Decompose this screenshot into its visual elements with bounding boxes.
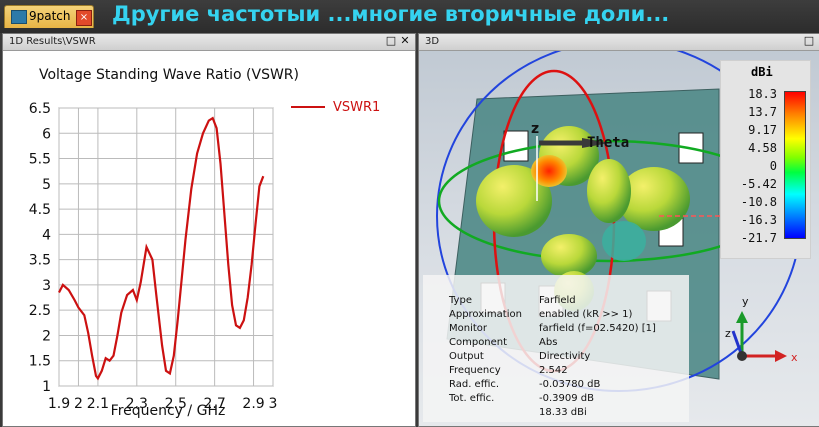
legend-label: VSWR1 [333, 100, 380, 115]
view3d-title: 3D [425, 36, 440, 47]
view3d-titlebar: 3D □ [419, 34, 819, 51]
info-value: Farfield [539, 295, 576, 306]
info-value: -0.3909 dB [539, 393, 594, 404]
info-value: farfield (f=02.5420) [1] [539, 323, 656, 334]
chart-ticks: 11.522.533.544.555.566.51.9 2 2.1 2.3 2.5 2.7… [29, 101, 278, 412]
scale-value: 9.17 [748, 123, 777, 137]
coordinate-triad: z x y [725, 295, 798, 364]
info-label: Monitor [449, 323, 488, 334]
x-tick-label: 2.5 [165, 396, 187, 412]
x-tick-label: 2 [74, 396, 83, 412]
scale-value: -21.7 [740, 231, 777, 245]
info-label: Approximation [449, 309, 522, 320]
farfield-info-box: Type Farfield Approximation enabled (kR … [423, 275, 689, 422]
tab-9patch[interactable]: 9patch × [4, 5, 94, 28]
x-tick-label: 2.9 [242, 396, 264, 412]
scale-value: -16.3 [740, 213, 777, 227]
y-tick-label: 1.5 [29, 354, 51, 370]
vswr1-series-line [58, 116, 265, 381]
scale-value: 4.58 [748, 141, 777, 155]
info-label: Tot. effic. [449, 393, 495, 404]
x-tick-label: 2.3 [126, 396, 148, 412]
headline-caption: Другие частотыи ...многие вторичные доли… [112, 2, 670, 26]
triad-z-label: z [725, 327, 731, 340]
info-label: Component [449, 337, 508, 348]
info-label: Frequency [449, 365, 501, 376]
scale-value: 13.7 [748, 105, 777, 119]
y-tick-label: 3 [42, 278, 51, 294]
restore-icon[interactable]: □ [385, 34, 397, 47]
vswr-chart: Voltage Standing Wave Ratio (VSWR) Frequ… [29, 67, 381, 419]
scale-value: 0 [769, 159, 777, 173]
results-pane-title: 1D Results\VSWR [9, 36, 96, 47]
info-value: -0.03780 dB [539, 379, 601, 390]
info-value: 2.542 [539, 365, 568, 376]
triad-x-label: x [791, 351, 798, 364]
x-tick-label: 1.9 [48, 396, 70, 412]
y-tick-label: 1 [42, 379, 51, 395]
close-icon[interactable]: ✕ [400, 34, 410, 47]
scale-value: 18.3 [748, 87, 777, 101]
y-tick-label: 5 [42, 177, 51, 193]
chart-series [58, 116, 265, 381]
results-pane-titlebar: 1D Results\VSWR □ ✕ [3, 34, 415, 51]
info-label: Type [449, 295, 472, 306]
restore-icon[interactable]: □ [803, 34, 815, 47]
tab-close-icon[interactable]: × [76, 10, 92, 26]
legend-unit: dBi [751, 65, 773, 79]
y-tick-label: 4.5 [29, 202, 51, 218]
info-label: Rad. effic. [449, 379, 500, 390]
color-scale-bar [784, 91, 806, 239]
info-label: Output [449, 351, 484, 362]
chart-xlabel: Frequency / GHz [111, 403, 226, 419]
y-tick-label: 6 [42, 126, 51, 142]
y-tick-label: 6.5 [29, 101, 51, 117]
y-tick-label: 3.5 [29, 253, 51, 269]
x-tick-label: 3 [269, 396, 278, 412]
y-tick-label: 4 [42, 227, 51, 243]
triad-y-label: y [742, 295, 749, 308]
theta-label: Theta [587, 135, 629, 151]
scale-value: -5.42 [740, 177, 777, 191]
view-3d-pane: 3D □ [418, 33, 819, 427]
z-label: z [531, 121, 539, 137]
info-value: enabled (kR >> 1) [539, 309, 633, 320]
document-tab-bar: 9patch × Другие частотыи ...многие втори… [0, 0, 819, 33]
chart-title: Voltage Standing Wave Ratio (VSWR) [39, 67, 299, 83]
y-tick-label: 2.5 [29, 303, 51, 319]
scale-value: -10.8 [740, 195, 777, 209]
chart-legend: VSWR1 [291, 100, 380, 115]
y-tick-label: 2 [42, 328, 51, 344]
x-tick-label: 2.7 [204, 396, 226, 412]
y-tick-label: 5.5 [29, 152, 51, 168]
info-value: Directivity [539, 351, 591, 362]
project-icon [11, 10, 27, 24]
info-value: 18.33 dBi [539, 407, 587, 418]
dbi-color-legend: dBi 18.3 13.7 9.17 4.58 0 -5.42 -10.8 -1… [720, 60, 811, 259]
chart-grid [58, 107, 274, 387]
results-1d-pane: 1D Results\VSWR □ ✕ Voltage Standing Wav… [2, 33, 416, 427]
x-tick-label: 2.1 [87, 396, 109, 412]
tab-label: 9patch [29, 9, 71, 23]
info-value: Abs [539, 337, 558, 348]
